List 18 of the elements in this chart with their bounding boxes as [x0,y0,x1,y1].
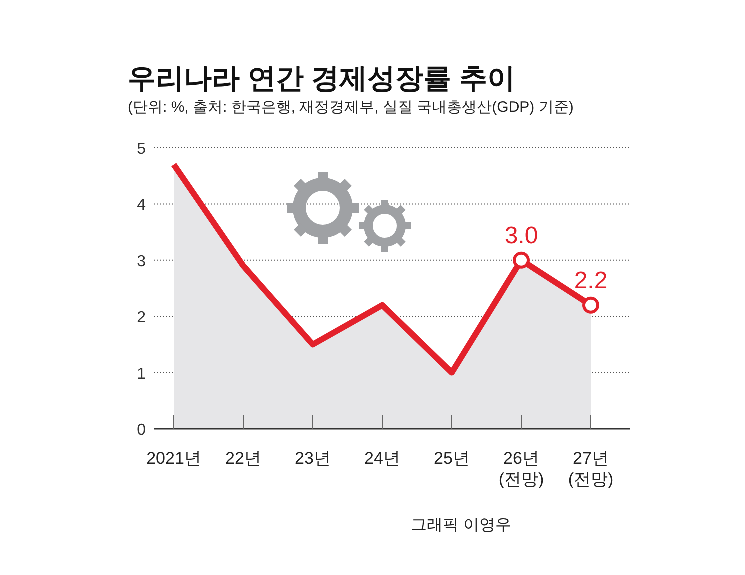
y-tick-label: 5 [137,141,146,158]
text: 그래픽 이영우 [411,517,512,534]
chart-title: 우리나라 연간 경제성장률 추이 [128,63,516,94]
chart-subtitle: (단위: %, 출처: 한국은행, 재정경제부, 실질 국내총생산(GDP) 기준) [128,99,574,116]
y-tick-label: 0 [137,422,146,439]
x-tick-label: 2021년 [146,449,202,468]
x-tick-label: 24년 [364,449,400,468]
data-label: 2.2 [574,267,608,294]
y-tick-label: 3 [137,253,146,270]
x-tick-label: 22년 [226,449,262,468]
y-tick-label: 1 [137,366,146,383]
y-tick-label: 4 [137,197,146,214]
y-tick-label: 2 [137,310,146,327]
x-tick-label: 23년 [295,449,331,468]
x-tick-label: 26년 (전망) [498,449,544,489]
x-tick-label: 25년 [434,449,470,468]
data-label: 3.0 [504,222,538,250]
x-tick-label: 27년 (전망) [568,449,614,489]
